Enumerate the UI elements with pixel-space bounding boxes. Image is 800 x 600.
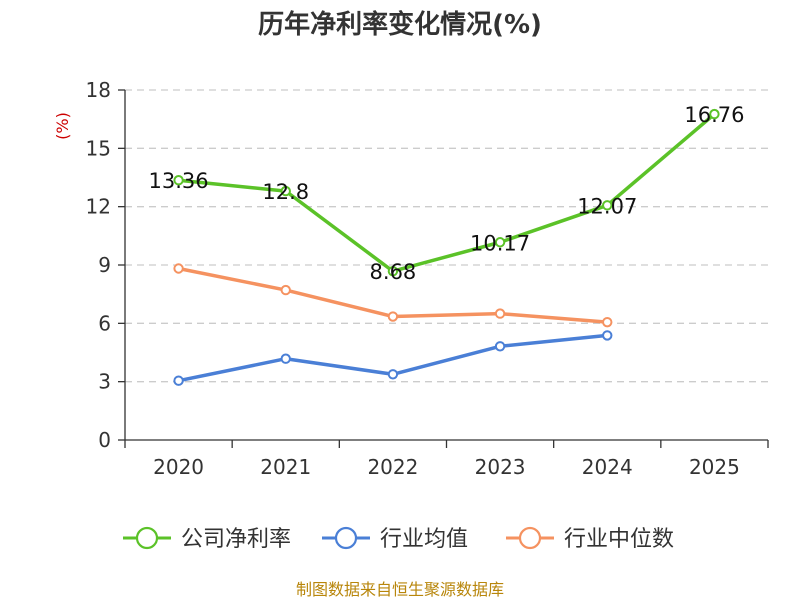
y-tick-label: 6 xyxy=(98,311,111,335)
series-group xyxy=(173,108,720,386)
legend-item[interactable]: 行业均值 xyxy=(322,526,468,552)
data-label: 12.07 xyxy=(577,194,637,218)
y-tick-label: 18 xyxy=(86,78,111,102)
data-point xyxy=(387,311,399,322)
data-label: 8.68 xyxy=(370,260,417,284)
y-tick-label: 0 xyxy=(98,428,111,452)
data-point xyxy=(280,353,291,364)
x-tick-label: 2020 xyxy=(153,455,204,479)
data-point xyxy=(494,341,506,352)
legend-label: 行业中位数 xyxy=(564,527,674,552)
grid-lines xyxy=(125,89,768,383)
data-point xyxy=(173,263,184,274)
data-point xyxy=(387,369,399,380)
axes xyxy=(118,89,769,448)
data-point xyxy=(280,284,291,296)
y-tick-label: 15 xyxy=(86,136,111,160)
data-point xyxy=(494,237,506,248)
data-point xyxy=(602,200,613,211)
source-note: 制图数据来自恒生聚源数据库 xyxy=(296,580,504,599)
data-point xyxy=(494,308,506,319)
chart-title: 历年净利率变化情况(%) xyxy=(258,9,542,40)
x-tick-label: 2022 xyxy=(367,455,418,479)
data-point xyxy=(602,330,613,341)
y-axis-unit: (%) xyxy=(53,112,72,140)
data-point xyxy=(602,316,613,328)
x-tick-label: 2024 xyxy=(582,455,633,479)
data-label: 16.76 xyxy=(684,103,744,127)
x-tick-label: 2021 xyxy=(260,455,311,479)
data-point xyxy=(173,175,184,186)
legend-label: 行业均值 xyxy=(380,527,468,552)
legend-marker xyxy=(518,526,542,550)
x-tick-label: 2023 xyxy=(475,455,526,479)
y-tick-label: 9 xyxy=(98,253,111,277)
data-label: 13.36 xyxy=(149,169,209,193)
legend-item[interactable]: 公司净利率 xyxy=(123,526,291,552)
data-labels: 13.36 12.8 8.68 10.17 12.07 16.76 xyxy=(149,103,745,284)
legend[interactable]: 公司净利率 行业均值 行业中位数 xyxy=(123,526,674,552)
y-tick-labels: 0 3 6 9 12 15 18 xyxy=(86,78,111,452)
series-line xyxy=(178,112,716,273)
data-point xyxy=(709,108,720,120)
data-label: 12.8 xyxy=(262,180,309,204)
y-tick-label: 12 xyxy=(86,195,111,219)
y-tick-label: 3 xyxy=(98,370,111,394)
x-tick-label: 2025 xyxy=(689,455,740,479)
legend-marker xyxy=(135,526,159,550)
data-point xyxy=(387,266,399,277)
data-point xyxy=(173,375,184,386)
legend-marker xyxy=(334,526,358,550)
data-point xyxy=(280,185,291,197)
data-label: 10.17 xyxy=(470,231,530,255)
legend-label: 公司净利率 xyxy=(181,527,291,552)
x-tick-labels: 2020 2021 2022 2023 2024 2025 xyxy=(153,455,740,479)
legend-item[interactable]: 行业中位数 xyxy=(506,526,674,552)
